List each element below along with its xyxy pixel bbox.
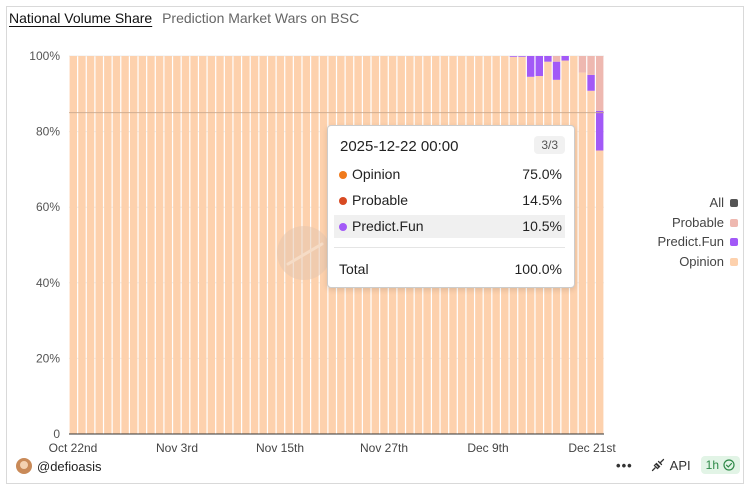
- legend: All Probable Predict.Fun Opinion: [658, 193, 738, 271]
- api-button[interactable]: API: [651, 458, 691, 473]
- watermark-stroke: [286, 242, 324, 266]
- x-tick-label: Dec 21st: [568, 441, 616, 455]
- bar-opinion: [259, 56, 267, 434]
- chart-title[interactable]: National Volume Share: [9, 10, 153, 26]
- bar-opinion: [104, 56, 112, 434]
- bar-predict-fun: [552, 61, 561, 80]
- y-tick-label: 80%: [36, 125, 60, 139]
- x-tick-label: Oct 22nd: [49, 441, 98, 455]
- bar-opinion: [224, 56, 233, 434]
- chart-subtitle: Prediction Market Wars on BSC: [162, 10, 360, 26]
- api-plug-icon: [651, 458, 664, 472]
- x-tick-label: Nov 15th: [256, 441, 304, 455]
- tooltip-row-predict-fun: Predict.Fun 10.5%: [334, 215, 565, 238]
- refresh-interval-badge[interactable]: 1h: [700, 456, 740, 474]
- opinion-dot-icon: [339, 171, 347, 179]
- legend-item-all[interactable]: All: [658, 193, 738, 213]
- legend-swatch-probable: [730, 218, 738, 227]
- bar-probable: [587, 56, 595, 75]
- bar-opinion: [233, 56, 241, 434]
- predict-fun-dot-icon: [339, 223, 347, 231]
- y-tick-label: 60%: [36, 200, 60, 214]
- bar-opinion: [190, 56, 198, 434]
- bar-predict-fun: [544, 56, 552, 62]
- author-handle: @defioasis: [37, 458, 102, 474]
- bar-predict-fun: [509, 56, 518, 57]
- tooltip-value-predict-fun: 10.5%: [522, 218, 562, 234]
- bar-opinion: [199, 56, 207, 434]
- footer-author[interactable]: @defioasis: [16, 458, 102, 474]
- y-tick-label: 40%: [36, 276, 60, 290]
- bar-opinion: [250, 56, 259, 434]
- bar-predict-fun: [518, 56, 526, 57]
- bar-opinion: [86, 56, 95, 434]
- bar-probable: [595, 56, 604, 111]
- tooltip-row-total: Total 100.0%: [334, 258, 565, 281]
- bar-predict-fun: [595, 110, 604, 151]
- tooltip-row-opinion: Opinion 75.0%: [334, 163, 565, 186]
- x-tick-label: Nov 3rd: [156, 441, 198, 455]
- bar-opinion: [130, 56, 138, 434]
- bar-opinion: [173, 56, 181, 434]
- probable-dot-icon: [339, 197, 347, 205]
- tooltip-value-probable: 14.5%: [522, 192, 562, 208]
- bar-opinion: [78, 56, 86, 434]
- y-tick-label: 100%: [29, 49, 60, 63]
- legend-item-opinion[interactable]: Opinion: [658, 252, 738, 272]
- legend-swatch-all: [730, 199, 738, 207]
- tooltip-divider: [334, 247, 565, 248]
- bar-opinion: [112, 56, 121, 434]
- bar-opinion: [95, 56, 103, 434]
- bar-opinion: [216, 56, 224, 434]
- chart-header: National Volume Share Prediction Market …: [9, 10, 359, 26]
- bar-opinion: [121, 56, 129, 434]
- check-circle-icon: [723, 459, 735, 471]
- bar-predict-fun: [526, 56, 535, 77]
- tooltip-value-opinion: 75.0%: [522, 166, 562, 182]
- bar-probable: [578, 56, 587, 73]
- bar-predict-fun: [587, 74, 595, 91]
- x-tick-label: Nov 27th: [360, 441, 408, 455]
- bar-opinion: [595, 150, 604, 434]
- bar-predict-fun: [561, 56, 569, 61]
- bar-opinion: [147, 56, 155, 434]
- legend-swatch-predict-fun: [730, 238, 738, 246]
- bar-opinion: [155, 56, 164, 434]
- tooltip-page-indicator[interactable]: 3/3: [534, 136, 565, 154]
- bar-opinion: [69, 56, 78, 434]
- bar-opinion: [207, 56, 216, 434]
- y-tick-label: 0: [53, 427, 60, 441]
- legend-item-probable[interactable]: Probable: [658, 213, 738, 233]
- bar-probable: [552, 56, 561, 62]
- bar-opinion: [138, 56, 147, 434]
- chart-tooltip: 2025-12-22 00:00 3/3 Opinion 75.0% Proba…: [327, 125, 575, 288]
- bar-opinion: [587, 90, 595, 434]
- more-options-icon[interactable]: •••: [616, 457, 633, 473]
- bar-opinion: [242, 56, 250, 434]
- bar-opinion: [268, 56, 276, 434]
- bar-opinion: [181, 56, 190, 434]
- bar-predict-fun: [535, 56, 543, 77]
- tooltip-row-probable: Probable 14.5%: [334, 189, 565, 212]
- x-tick-label: Dec 9th: [467, 441, 508, 455]
- avatar: [16, 458, 32, 474]
- bar-opinion: [164, 56, 172, 434]
- legend-item-predict-fun[interactable]: Predict.Fun: [658, 232, 738, 252]
- legend-swatch-opinion: [730, 257, 738, 266]
- tooltip-datetime: 2025-12-22 00:00: [340, 138, 459, 155]
- y-tick-label: 20%: [36, 351, 60, 365]
- bar-opinion: [578, 72, 587, 434]
- footer-actions: ••• API 1h: [616, 456, 740, 474]
- tooltip-value-total: 100.0%: [514, 261, 562, 277]
